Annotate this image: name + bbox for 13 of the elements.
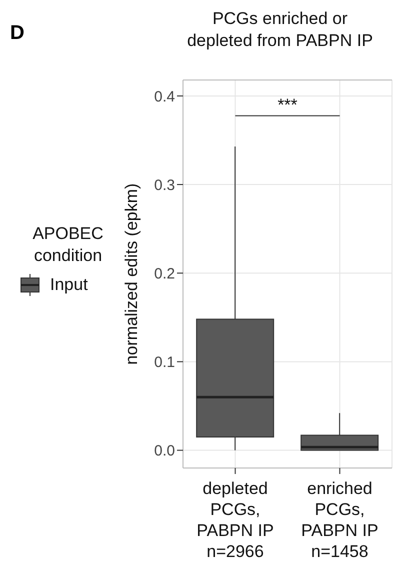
legend-label: Input [50,275,88,295]
y-tick-label: 0.4 [154,88,175,106]
annotation: *** [278,96,298,115]
x-tick-label: enriched PCGs, PABPN IP n=1458 [301,479,378,561]
legend-title: APOBEC condition [32,224,104,265]
y-tick-label: 0.2 [154,265,175,282]
y-tick-label: 0.0 [154,442,175,460]
chart-title: PCGs enriched or depleted from PABPN IP [186,8,374,52]
y-tick-label: 0.3 [154,176,175,194]
text: D [10,22,24,45]
y-tick-label: 0.1 [154,354,175,372]
y-axis-title: normalized edits (epkm) [122,183,142,365]
x-tick-label: depleted PCGs, PABPN IP n=2966 [196,479,274,561]
